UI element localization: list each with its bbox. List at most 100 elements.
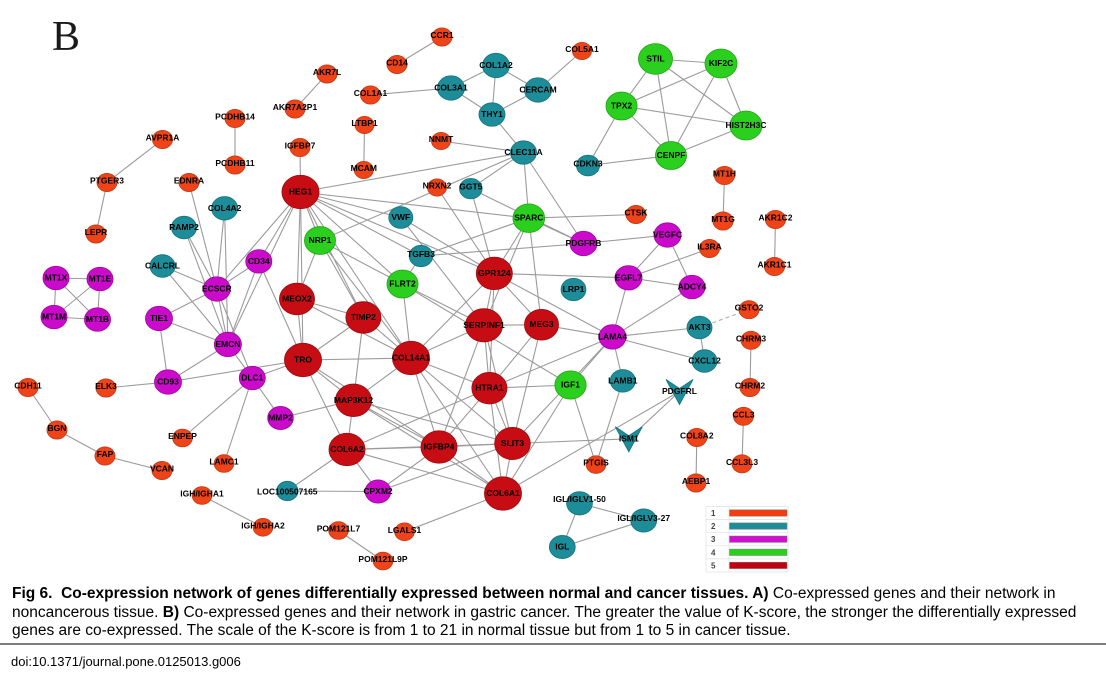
svg-text:TPX2: TPX2 — [611, 101, 633, 111]
svg-text:CXCL12: CXCL12 — [688, 356, 721, 366]
svg-text:AKT3: AKT3 — [688, 322, 710, 332]
svg-text:COL5A1: COL5A1 — [565, 44, 599, 54]
svg-text:CD14: CD14 — [386, 58, 408, 68]
svg-text:5: 5 — [711, 561, 716, 570]
svg-text:CCL3: CCL3 — [732, 409, 754, 419]
svg-text:1: 1 — [711, 509, 716, 518]
svg-text:MMP2: MMP2 — [268, 413, 293, 423]
svg-text:ENPEP: ENPEP — [168, 431, 197, 441]
svg-text:MEOX2: MEOX2 — [282, 294, 312, 304]
svg-text:IL3RA: IL3RA — [697, 242, 722, 252]
svg-text:CCL3L3: CCL3L3 — [726, 457, 758, 467]
svg-text:COL6A2: COL6A2 — [330, 444, 364, 454]
svg-text:SPARC: SPARC — [514, 213, 543, 223]
svg-text:MT1H: MT1H — [713, 169, 736, 179]
svg-text:2: 2 — [711, 522, 716, 531]
svg-text:CALCRL: CALCRL — [145, 261, 180, 271]
svg-text:CD93: CD93 — [157, 377, 179, 387]
svg-text:PCDHB11: PCDHB11 — [215, 158, 254, 168]
svg-text:IGL/IGLV1-50: IGL/IGLV1-50 — [553, 494, 606, 504]
svg-text:MT1X: MT1X — [45, 273, 68, 283]
svg-text:IGFBP7: IGFBP7 — [285, 141, 316, 151]
svg-text:AEBP1: AEBP1 — [682, 476, 711, 486]
svg-text:SLIT3: SLIT3 — [501, 438, 524, 448]
svg-text:CENPF: CENPF — [657, 150, 686, 160]
svg-text:AVPR1A: AVPR1A — [146, 133, 180, 143]
svg-text:TRO: TRO — [294, 355, 312, 365]
svg-text:LAMC1: LAMC1 — [209, 457, 239, 467]
svg-text:TIE1: TIE1 — [150, 313, 168, 323]
svg-text:LTBP1: LTBP1 — [351, 118, 378, 128]
svg-text:PCDHB14: PCDHB14 — [215, 112, 255, 122]
svg-text:RAMP2: RAMP2 — [169, 222, 199, 232]
svg-text:LRP1: LRP1 — [563, 284, 585, 294]
svg-text:CHRM3: CHRM3 — [736, 333, 766, 343]
svg-text:ECSCR: ECSCR — [202, 284, 232, 294]
svg-text:PDGFRL: PDGFRL — [662, 386, 697, 396]
svg-text:MAP3K12: MAP3K12 — [334, 395, 373, 405]
svg-text:PTGIS: PTGIS — [583, 458, 609, 468]
svg-text:MT1M: MT1M — [42, 312, 66, 322]
svg-text:CDH11: CDH11 — [14, 381, 42, 391]
svg-text:IGFBP4: IGFBP4 — [424, 442, 455, 452]
svg-text:GSTO2: GSTO2 — [735, 303, 764, 313]
svg-text:LAMA4: LAMA4 — [598, 331, 628, 341]
svg-text:4: 4 — [711, 548, 716, 557]
svg-text:MCAM: MCAM — [351, 163, 377, 173]
svg-text:MT1E: MT1E — [89, 274, 112, 284]
svg-text:AKR7A2P1: AKR7A2P1 — [273, 102, 318, 112]
svg-text:LOC100507165: LOC100507165 — [257, 486, 318, 496]
svg-text:MEG3: MEG3 — [529, 319, 553, 329]
svg-text:HTRA1: HTRA1 — [475, 383, 504, 393]
svg-text:AKR1C2: AKR1C2 — [758, 213, 792, 223]
svg-text:LAMB1: LAMB1 — [608, 375, 638, 385]
svg-text:HIST2H3C: HIST2H3C — [725, 120, 766, 130]
svg-text:THY1: THY1 — [481, 109, 503, 119]
svg-text:VWF: VWF — [391, 212, 410, 222]
svg-text:NNMT: NNMT — [429, 134, 454, 144]
svg-text:IGL: IGL — [555, 542, 569, 552]
svg-text:ADCY4: ADCY4 — [678, 282, 707, 292]
svg-text:3: 3 — [711, 535, 716, 544]
svg-text:MT1G: MT1G — [711, 214, 735, 224]
svg-text:FAP: FAP — [97, 449, 114, 459]
svg-text:PDGFRB: PDGFRB — [566, 238, 602, 248]
svg-text:CTSK: CTSK — [624, 208, 648, 218]
svg-text:POM121L7: POM121L7 — [317, 524, 361, 534]
svg-text:MT1B: MT1B — [86, 314, 109, 324]
svg-text:CERCAM: CERCAM — [519, 85, 556, 95]
svg-text:KIF2C: KIF2C — [709, 58, 734, 68]
svg-text:EDNRA: EDNRA — [174, 176, 204, 186]
svg-text:CDKN3: CDKN3 — [573, 159, 603, 169]
svg-text:CPXM2: CPXM2 — [363, 486, 393, 496]
svg-text:COL4A2: COL4A2 — [208, 203, 242, 213]
svg-text:VEGFC: VEGFC — [653, 230, 682, 240]
svg-text:IGH/IGHA1: IGH/IGHA1 — [180, 489, 224, 499]
svg-text:TIMP2: TIMP2 — [351, 312, 376, 322]
svg-text:CHRM2: CHRM2 — [735, 381, 765, 391]
svg-text:AKR7L: AKR7L — [313, 67, 341, 77]
svg-text:PTGER3: PTGER3 — [90, 176, 124, 186]
svg-text:IGF1: IGF1 — [561, 380, 580, 390]
svg-text:COL1A2: COL1A2 — [479, 60, 513, 70]
svg-text:LGALS1: LGALS1 — [388, 525, 422, 535]
svg-text:IGL/IGLV3-27: IGL/IGLV3-27 — [617, 513, 670, 523]
svg-text:FLRT2: FLRT2 — [389, 279, 416, 289]
svg-text:COL14A1: COL14A1 — [392, 353, 431, 363]
svg-text:GPR124: GPR124 — [478, 268, 511, 278]
svg-text:COL8A2: COL8A2 — [680, 431, 714, 441]
svg-text:GGT5: GGT5 — [459, 182, 482, 192]
svg-text:CD34: CD34 — [248, 256, 270, 266]
svg-text:CCR1: CCR1 — [430, 30, 453, 40]
svg-text:COL3A1: COL3A1 — [434, 83, 468, 93]
svg-text:SERPINF1: SERPINF1 — [463, 320, 505, 330]
svg-text:VCAN: VCAN — [150, 464, 174, 474]
svg-text:NRXN2: NRXN2 — [423, 181, 452, 191]
svg-text:POM121L9P: POM121L9P — [358, 554, 407, 564]
svg-text:DLC1: DLC1 — [241, 373, 263, 383]
svg-text:HEG1: HEG1 — [289, 187, 312, 197]
svg-text:ELK3: ELK3 — [95, 381, 117, 391]
svg-text:TGFB3: TGFB3 — [407, 249, 435, 259]
svg-text:COL6A1: COL6A1 — [486, 488, 520, 498]
svg-text:COL1A1: COL1A1 — [354, 88, 388, 98]
